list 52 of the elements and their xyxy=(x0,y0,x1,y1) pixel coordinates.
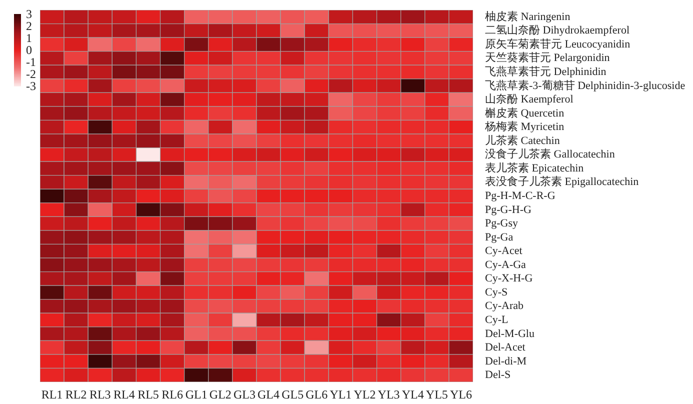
y-tick-label: Del-Acet xyxy=(485,342,526,354)
y-tick-label: 柚皮素 Naringenin xyxy=(485,10,571,23)
color-bar-label: 0 xyxy=(26,43,32,57)
x-tick-label: YL2 xyxy=(354,388,376,402)
color-bar-label: -2 xyxy=(26,67,36,81)
y-tick-label: Cy-L xyxy=(485,314,508,326)
y-tick-label: 飞燕草素苷元 Delphinidin xyxy=(485,65,607,78)
x-tick-label: RL6 xyxy=(162,388,183,402)
y-tick-label: Del-di-M xyxy=(485,355,527,368)
y-tick-label: Cy-A-Ga xyxy=(485,258,526,271)
x-tick-label: GL1 xyxy=(185,388,208,402)
x-tick-label: RL2 xyxy=(65,388,87,402)
x-tick-label: YL5 xyxy=(426,388,448,402)
x-tick-label: GL5 xyxy=(282,388,304,402)
x-tick-label: GL6 xyxy=(306,388,328,402)
y-tick-label: Pg-G-H-G xyxy=(485,204,532,216)
x-tick-label: YL4 xyxy=(402,388,424,402)
x-tick-label: RL1 xyxy=(41,388,63,402)
y-tick-label: Cy-Acet xyxy=(485,245,522,258)
x-tick-label: RL5 xyxy=(138,388,159,402)
y-tick-label: Cy-Arab xyxy=(485,300,524,312)
y-tick-label: 山奈酚 Kaempferol xyxy=(485,92,574,106)
y-tick-label: 二氢山奈酚 Dihydrokaempferol xyxy=(485,24,630,37)
y-tick-label: 原矢车菊素苷元 Leucocyanidin xyxy=(485,37,631,50)
y-tick-label: Del-S xyxy=(485,369,511,382)
color-bar-label: 3 xyxy=(26,7,32,21)
y-tick-label: Cy-X-H-G xyxy=(485,272,533,285)
y-tick-label: 表儿茶素 Epicatechin xyxy=(485,161,584,174)
y-tick-label: 杨梅素 Myricetin xyxy=(484,120,565,134)
y-tick-label: 飞燕草素-3-葡糖苷 Delphinidin-3-glucoside xyxy=(485,78,686,92)
y-tick-label: Del-M-Glu xyxy=(485,328,535,340)
y-tick-label: 儿茶素 Catechin xyxy=(485,134,560,147)
y-tick-label: 天竺葵素苷元 Pelargonidin xyxy=(485,51,610,64)
x-tick-label: GL3 xyxy=(233,388,256,402)
y-tick-label: 没食子儿茶素 Gallocatechin xyxy=(485,148,616,161)
x-tick-label: RL4 xyxy=(114,388,135,402)
y-tick-label: Cy-S xyxy=(485,286,508,298)
x-tick-label: YL3 xyxy=(378,388,400,402)
y-tick-label: 槲皮素 Quercetin xyxy=(485,106,565,120)
y-tick-label: Pg-Ga xyxy=(485,231,514,244)
color-bar-label: 2 xyxy=(26,19,32,33)
x-tick-label: YL1 xyxy=(330,388,352,402)
x-tick-label: RL3 xyxy=(89,388,111,402)
color-bar-label: -1 xyxy=(26,55,36,69)
x-tick-label: YL6 xyxy=(450,388,472,402)
color-bar-label: -3 xyxy=(26,79,36,93)
y-tick-label: Pg-Gsy xyxy=(485,218,519,230)
color-bar-label: 1 xyxy=(26,31,32,45)
x-tick-label: GL2 xyxy=(209,388,232,402)
y-tick-label: Pg-H-M-C-R-G xyxy=(485,190,556,202)
y-tick-label: 表没食子儿茶素 Epigallocatechin xyxy=(485,175,640,188)
x-tick-label: GL4 xyxy=(258,388,280,402)
